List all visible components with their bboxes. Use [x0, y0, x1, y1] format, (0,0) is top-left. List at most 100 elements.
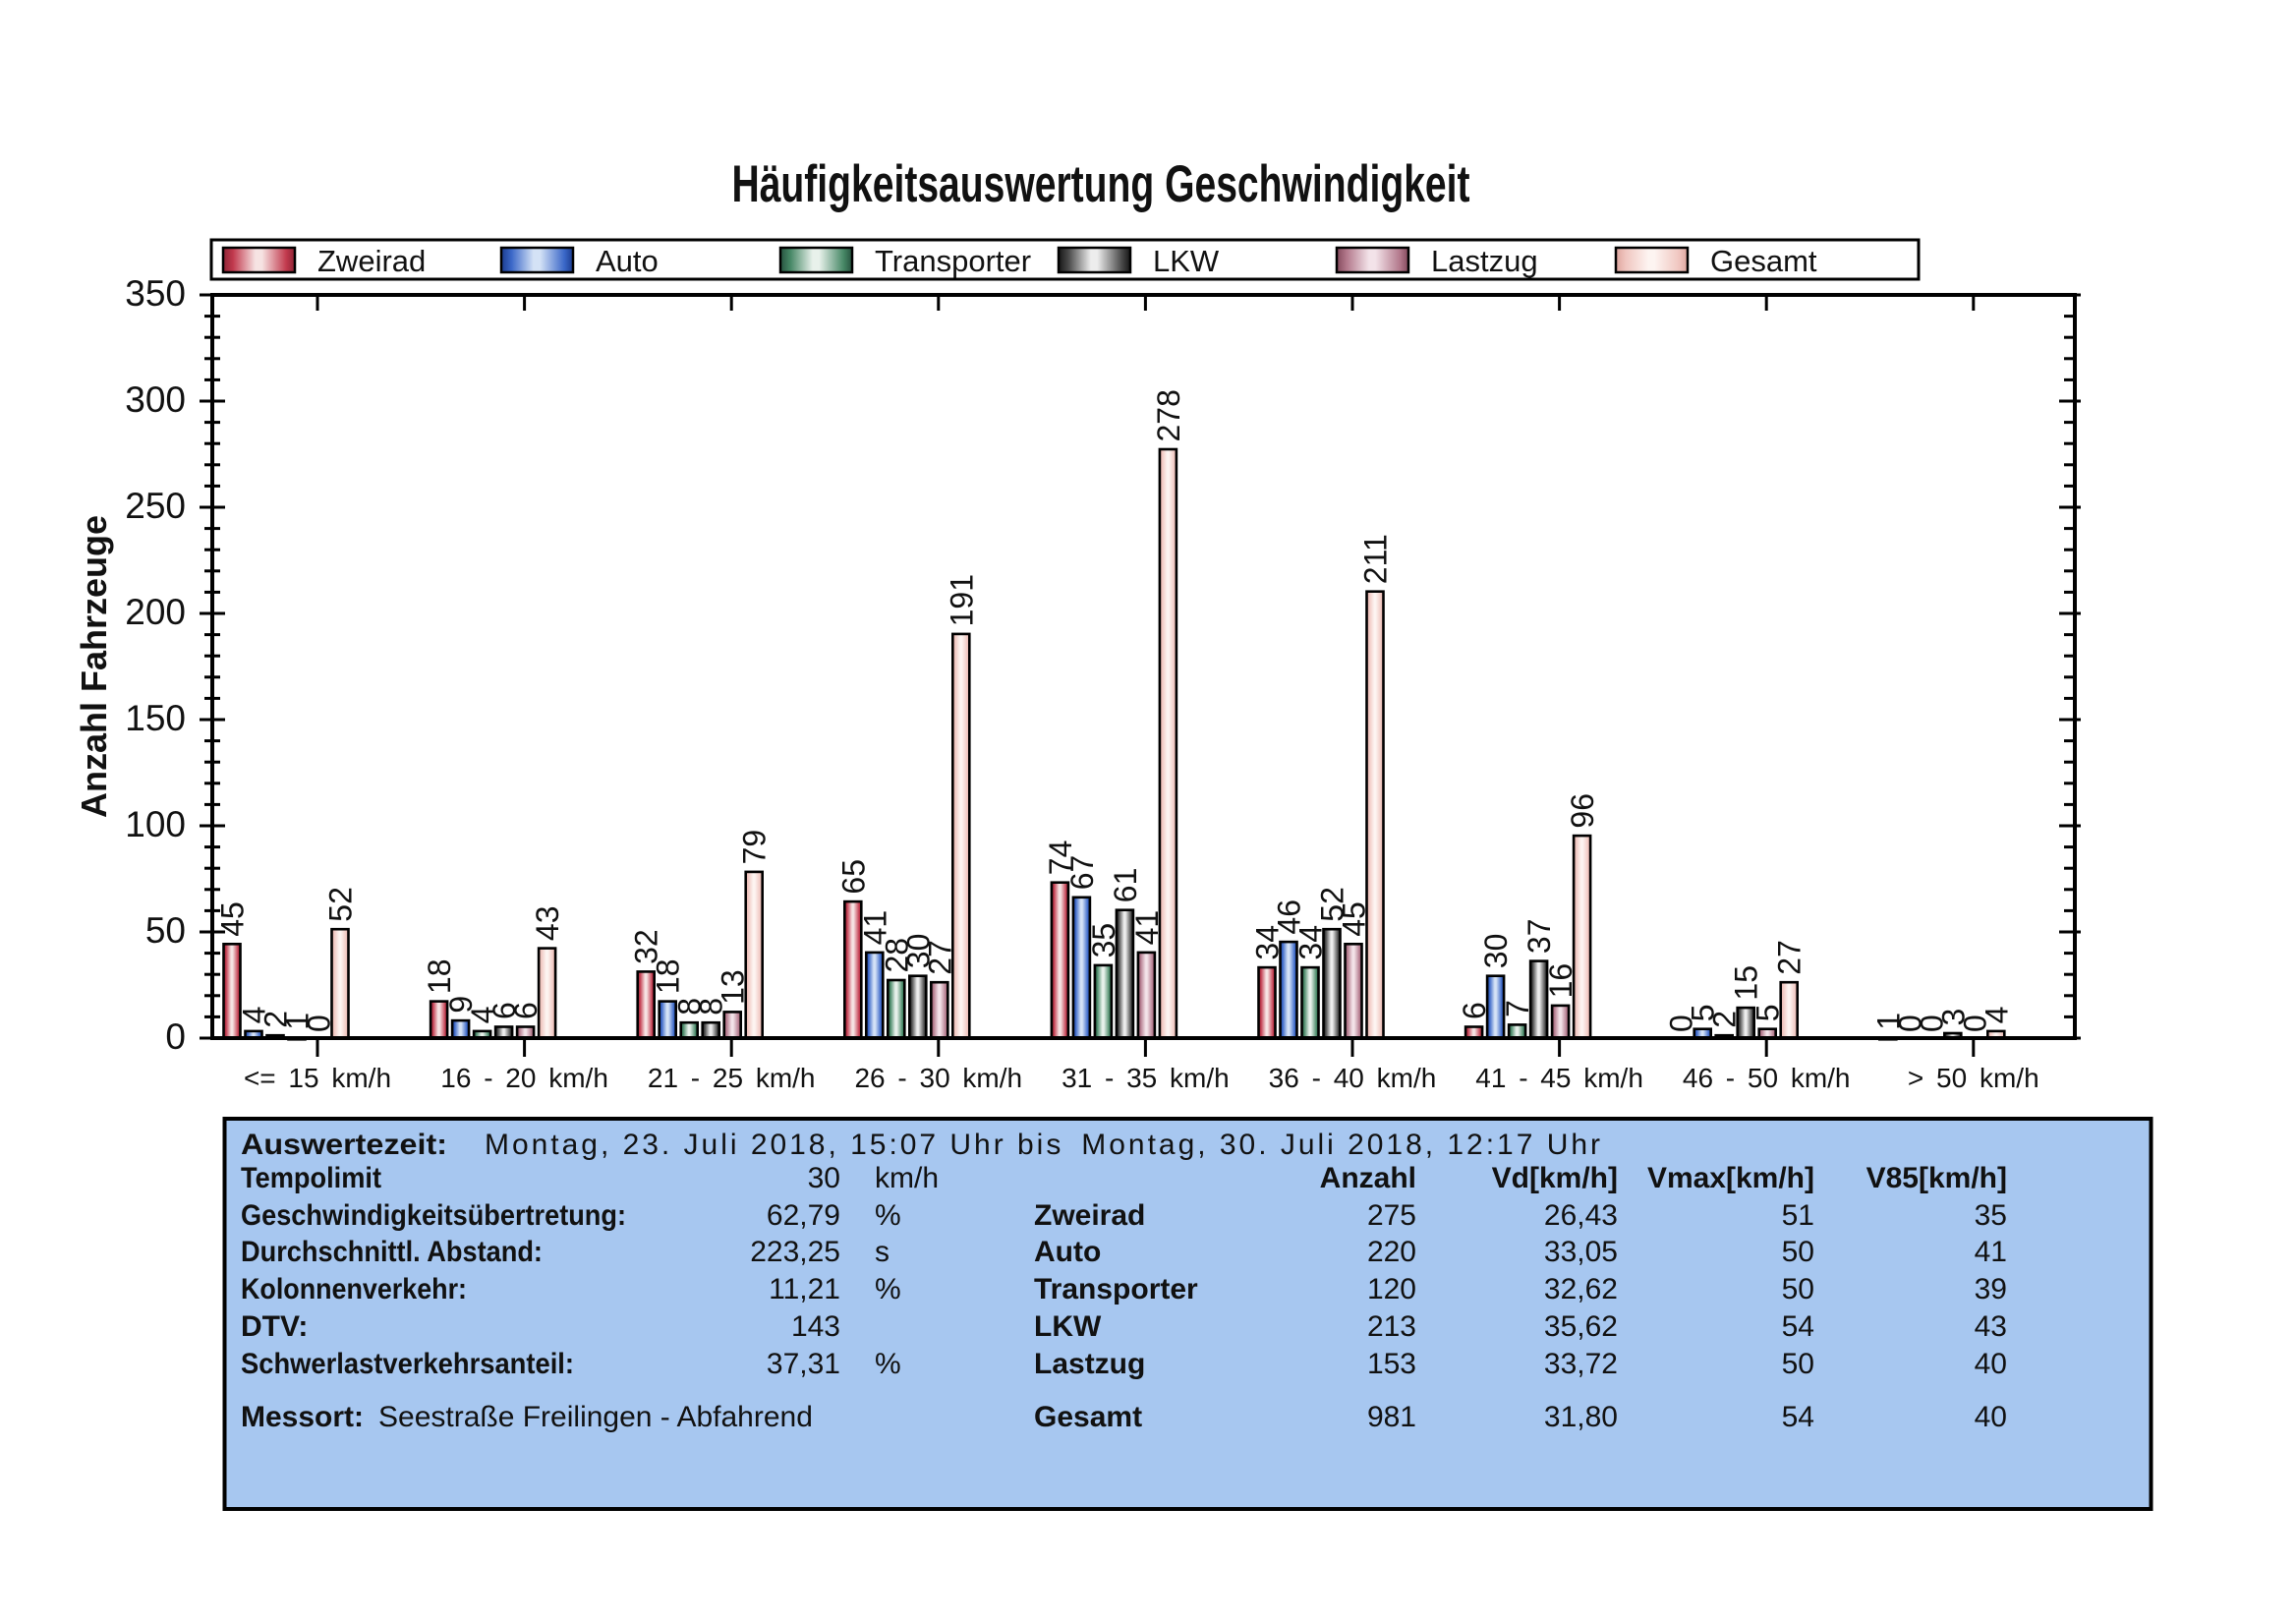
svg-text:2: 2	[258, 1011, 294, 1028]
svg-text:Geschwindigkeitsübertretung:: Geschwindigkeitsübertretung:	[241, 1199, 626, 1232]
svg-text:8: 8	[694, 998, 729, 1015]
svg-text:54: 54	[1782, 1310, 1814, 1343]
svg-text:50: 50	[1782, 1348, 1814, 1380]
svg-text:79: 79	[737, 830, 773, 865]
svg-text:191: 191	[944, 574, 979, 626]
svg-text:43: 43	[1975, 1310, 2007, 1343]
svg-text:31 - 35 km/h: 31 - 35 km/h	[1062, 1063, 1230, 1093]
svg-text:0: 0	[302, 1015, 337, 1032]
svg-text:27: 27	[922, 940, 957, 975]
svg-text:31,80: 31,80	[1544, 1401, 1618, 1433]
svg-text:8: 8	[672, 998, 708, 1015]
svg-text:150: 150	[125, 698, 186, 738]
svg-text:50: 50	[1782, 1236, 1814, 1268]
svg-text:18: 18	[651, 959, 686, 995]
svg-text:2: 2	[1707, 1011, 1743, 1028]
svg-text:211: 211	[1358, 534, 1394, 584]
svg-text:Auto: Auto	[596, 244, 659, 278]
svg-text:Zweirad: Zweirad	[1034, 1199, 1145, 1232]
svg-text:28: 28	[879, 938, 914, 973]
svg-text:35,62: 35,62	[1544, 1310, 1618, 1343]
svg-text:1: 1	[1870, 1013, 1906, 1030]
svg-text:6: 6	[508, 1002, 544, 1019]
svg-text:26 - 30 km/h: 26 - 30 km/h	[854, 1063, 1022, 1093]
svg-text:Häufigkeitsauswertung Geschwin: Häufigkeitsauswertung Geschwindigkeit	[732, 155, 1470, 213]
svg-text:33,05: 33,05	[1544, 1236, 1618, 1268]
svg-text:30: 30	[808, 1162, 840, 1194]
svg-text:0: 0	[165, 1016, 186, 1057]
svg-text:223,25: 223,25	[750, 1236, 840, 1268]
svg-text:Vmax[km/h]: Vmax[km/h]	[1647, 1162, 1814, 1194]
svg-text:0: 0	[1892, 1015, 1927, 1032]
svg-text:Anzahl: Anzahl	[1320, 1162, 1416, 1194]
svg-text:V85[km/h]: V85[km/h]	[1866, 1162, 2007, 1194]
svg-text:%: %	[875, 1348, 901, 1380]
svg-text:37,31: 37,31	[767, 1348, 840, 1380]
svg-text:Transporter: Transporter	[875, 244, 1031, 278]
svg-text:9: 9	[443, 996, 479, 1014]
svg-text:74: 74	[1043, 841, 1078, 876]
svg-text:0: 0	[1664, 1015, 1699, 1032]
svg-text:981: 981	[1367, 1401, 1416, 1433]
svg-text:5: 5	[1686, 1004, 1721, 1021]
svg-text:0: 0	[1957, 1015, 1992, 1032]
svg-text:Schwerlastverkehrsanteil:: Schwerlastverkehrsanteil:	[241, 1348, 574, 1380]
svg-text:45: 45	[1337, 901, 1372, 937]
svg-text:Anzahl Fahrzeuge: Anzahl Fahrzeuge	[74, 515, 114, 818]
svg-text:4: 4	[1979, 1007, 2014, 1024]
svg-text:250: 250	[125, 486, 186, 526]
svg-text:32: 32	[629, 929, 664, 964]
svg-text:s: s	[875, 1236, 890, 1268]
svg-text:16 - 20 km/h: 16 - 20 km/h	[440, 1063, 608, 1093]
svg-text:> 50 km/h: > 50 km/h	[1908, 1063, 2039, 1093]
svg-text:32,62: 32,62	[1544, 1273, 1618, 1305]
svg-text:0: 0	[1914, 1015, 1949, 1032]
svg-text:41 - 45 km/h: 41 - 45 km/h	[1475, 1063, 1643, 1093]
svg-text:278: 278	[1151, 389, 1186, 441]
svg-text:50: 50	[145, 910, 186, 951]
svg-text:1: 1	[280, 1013, 316, 1030]
svg-text:27: 27	[1772, 940, 1808, 975]
svg-text:7: 7	[1500, 1000, 1535, 1017]
svg-text:Gesamt: Gesamt	[1710, 244, 1817, 278]
svg-text:Transporter: Transporter	[1034, 1273, 1198, 1305]
svg-text:40: 40	[1975, 1401, 2007, 1433]
svg-text:37: 37	[1521, 919, 1557, 955]
svg-text:Durchschnittl. Abstand:: Durchschnittl. Abstand:	[241, 1236, 543, 1268]
svg-text:11,21: 11,21	[769, 1273, 840, 1305]
svg-text:21 - 25 km/h: 21 - 25 km/h	[648, 1063, 816, 1093]
svg-text:%: %	[875, 1273, 901, 1305]
svg-text:6: 6	[1457, 1002, 1492, 1019]
svg-text:46 - 50 km/h: 46 - 50 km/h	[1683, 1063, 1851, 1093]
svg-text:41: 41	[857, 910, 892, 946]
svg-text:33,72: 33,72	[1544, 1348, 1618, 1380]
svg-text:Auswertezeit:: Auswertezeit:	[241, 1129, 447, 1161]
svg-text:Zweirad: Zweirad	[317, 244, 426, 278]
svg-text:Montag, 23. Juli 2018, 15:07 U: Montag, 23. Juli 2018, 15:07 Uhr bis Mon…	[485, 1129, 1600, 1161]
svg-text:Auto: Auto	[1034, 1236, 1101, 1268]
svg-text:18: 18	[422, 959, 457, 995]
svg-text:3: 3	[1935, 1009, 1971, 1026]
svg-text:16: 16	[1543, 963, 1578, 999]
svg-text:50: 50	[1782, 1273, 1814, 1305]
svg-text:350: 350	[125, 273, 186, 314]
svg-text:34: 34	[1293, 925, 1329, 960]
svg-text:220: 220	[1367, 1236, 1416, 1268]
svg-text:4: 4	[465, 1007, 500, 1024]
svg-text:40: 40	[1975, 1348, 2007, 1380]
svg-text:6: 6	[487, 1002, 522, 1019]
svg-text:LKW: LKW	[1034, 1310, 1102, 1343]
svg-text:200: 200	[125, 592, 186, 632]
svg-text:Seestraße Freilingen - Abfahre: Seestraße Freilingen - Abfahrend	[378, 1401, 813, 1433]
svg-text:Messort:: Messort:	[241, 1401, 364, 1433]
svg-text:26,43: 26,43	[1544, 1199, 1618, 1232]
svg-text:100: 100	[125, 804, 186, 844]
svg-text:Tempolimit: Tempolimit	[241, 1162, 381, 1194]
svg-text:52: 52	[1315, 887, 1350, 922]
svg-text:46: 46	[1272, 899, 1307, 935]
svg-text:120: 120	[1367, 1273, 1416, 1305]
svg-text:65: 65	[835, 859, 871, 895]
svg-text:35: 35	[1975, 1199, 2007, 1232]
svg-text:%: %	[875, 1199, 901, 1232]
svg-text:153: 153	[1367, 1348, 1416, 1380]
